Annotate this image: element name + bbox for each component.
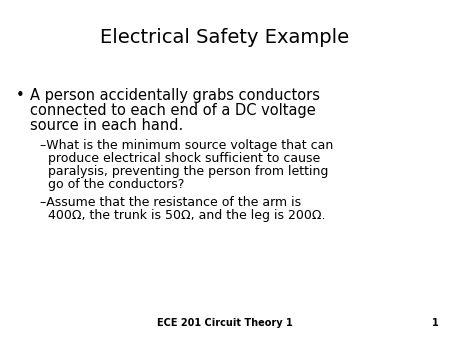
Text: Electrical Safety Example: Electrical Safety Example xyxy=(100,28,350,47)
Text: ECE 201 Circuit Theory 1: ECE 201 Circuit Theory 1 xyxy=(157,318,293,328)
Text: •: • xyxy=(16,88,25,103)
Text: 400Ω, the trunk is 50Ω, and the leg is 200Ω.: 400Ω, the trunk is 50Ω, and the leg is 2… xyxy=(40,209,325,222)
Text: paralysis, preventing the person from letting: paralysis, preventing the person from le… xyxy=(40,165,328,178)
Text: connected to each end of a DC voltage: connected to each end of a DC voltage xyxy=(30,103,316,118)
Text: 1: 1 xyxy=(432,318,439,328)
Text: A person accidentally grabs conductors: A person accidentally grabs conductors xyxy=(30,88,320,103)
Text: produce electrical shock sufficient to cause: produce electrical shock sufficient to c… xyxy=(40,152,320,165)
Text: source in each hand.: source in each hand. xyxy=(30,118,183,133)
Text: –What is the minimum source voltage that can: –What is the minimum source voltage that… xyxy=(40,139,333,152)
Text: –Assume that the resistance of the arm is: –Assume that the resistance of the arm i… xyxy=(40,196,301,209)
Text: go of the conductors?: go of the conductors? xyxy=(40,178,184,191)
